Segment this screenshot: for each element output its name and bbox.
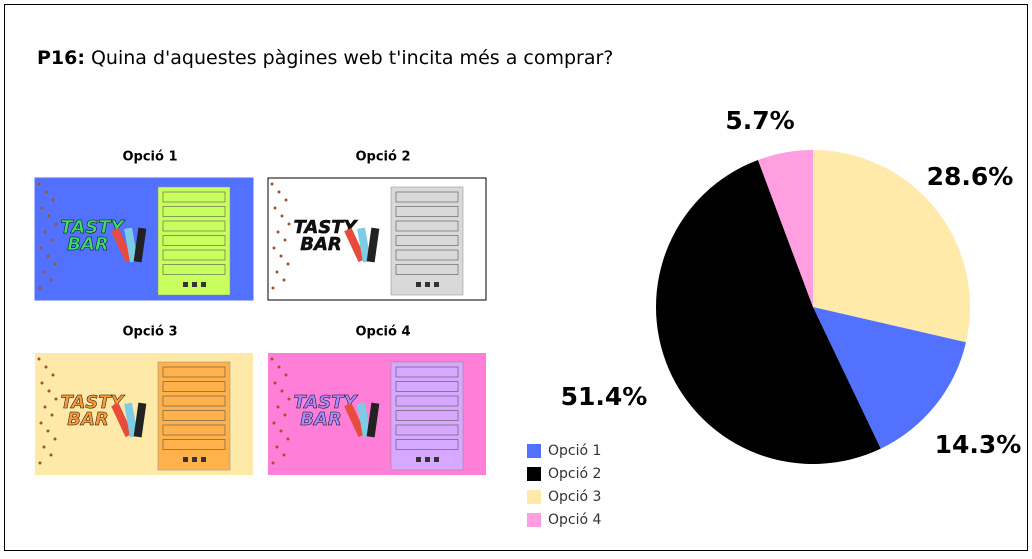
crumb [54,438,57,441]
crumb [276,271,279,274]
social-icon [201,282,206,287]
crumb [39,287,42,290]
crumb [281,390,284,393]
crumb [47,430,50,433]
crumb [50,279,53,282]
social-icon [434,282,439,287]
legend-swatch [527,490,541,504]
crumb [285,199,288,202]
crumb [55,223,58,226]
crumb [43,271,46,274]
legend-swatch [527,467,541,481]
crumb [278,191,281,194]
crumb [274,207,277,210]
crumb [276,446,279,449]
crumb [52,374,55,377]
social-icon [434,457,439,462]
data-label: 5.7% [725,106,794,135]
menu-panel [158,187,230,295]
legend-label: Opció 1 [548,443,601,459]
title-prefix: P16: [37,47,85,69]
crumb [273,247,276,250]
social-icon [183,457,188,462]
data-label: 14.3% [935,430,1022,459]
data-label: 28.6% [927,162,1014,191]
option-label: Opció 4 [355,325,410,340]
crumb [48,390,51,393]
title-question: Quina d'aquestes pàgines web t'incita mé… [91,47,613,69]
crumb [54,263,57,266]
crumb [283,279,286,282]
menu-panel [391,187,463,295]
crumb [272,287,275,290]
crumb [283,454,286,457]
crumb [38,183,41,186]
crumb [51,239,54,242]
crumb [281,215,284,218]
crumb [287,438,290,441]
crumb [273,422,276,425]
data-label: 51.4% [561,382,648,411]
social-icon [192,282,197,287]
crumb [48,215,51,218]
crumb [40,422,43,425]
social-icon [192,457,197,462]
social-icon [425,457,430,462]
crumb [43,446,46,449]
crumb [284,414,287,417]
logo-text: BAR [300,409,342,430]
crumb [51,414,54,417]
crumb [40,247,43,250]
social-icon [416,457,421,462]
crumb [278,366,281,369]
crumb [38,358,41,361]
crumb [280,430,283,433]
crumb [274,382,277,385]
logo-text: BAR [300,234,342,255]
menu-panel [391,362,463,470]
crumb [45,366,48,369]
crumb [55,398,58,401]
crumb [277,406,280,409]
crumb [272,462,275,465]
legend-label: Opció 2 [548,466,601,482]
social-icon [183,282,188,287]
crumb [47,255,50,258]
crumb [280,255,283,258]
social-icon [425,282,430,287]
slide: P16: Quina d'aquestes pàgines web t'incit… [0,0,1032,555]
crumb [288,398,291,401]
crumb [271,358,274,361]
crumb [52,199,55,202]
crumb [285,374,288,377]
crumb [277,231,280,234]
crumb [271,183,274,186]
legend-label: Opció 3 [548,489,601,505]
option-label: Opció 3 [122,325,177,340]
legend-label: Opció 4 [548,512,602,528]
option-label: Opció 2 [355,150,410,165]
crumb [284,239,287,242]
crumb [45,191,48,194]
social-icon [201,457,206,462]
legend-swatch [527,513,541,527]
option-label: Opció 1 [122,150,177,165]
crumb [44,406,47,409]
social-icon [416,282,421,287]
crumb [41,382,44,385]
menu-panel [158,362,230,470]
crumb [288,223,291,226]
crumb [41,207,44,210]
logo-text: BAR [67,409,109,430]
logo-text: BAR [67,234,109,255]
crumb [44,231,47,234]
crumb [287,263,290,266]
legend-swatch [527,444,541,458]
title: P16: Quina d'aquestes pàgines web t'incit… [37,47,613,69]
crumb [50,454,53,457]
crumb [39,462,42,465]
